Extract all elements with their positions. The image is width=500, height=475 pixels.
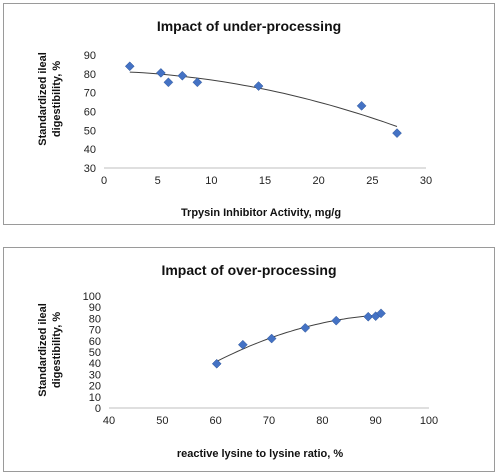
data-point — [376, 308, 386, 319]
x-axis-label: Trpysin Inhibitor Activity, mg/g — [181, 207, 341, 219]
x-tick-label: 80 — [316, 415, 328, 427]
y-tick-label: 100 — [83, 291, 101, 303]
data-point — [331, 315, 342, 326]
data-point — [124, 61, 135, 72]
data-point — [300, 323, 311, 333]
x-tick-label: 5 — [155, 175, 161, 187]
y-tick-label: 40 — [89, 358, 101, 370]
x-tick-label: 20 — [313, 175, 325, 187]
data-point — [266, 333, 277, 344]
chart-over-processing: Impact of over-processing reactive lysin… — [37, 262, 438, 460]
data-point — [163, 77, 174, 88]
x-tick-label: 25 — [366, 175, 378, 187]
data-point — [211, 358, 222, 369]
x-tick-label: 60 — [210, 415, 222, 427]
y-tick-label: 10 — [89, 392, 101, 404]
y-tick-label: 90 — [84, 50, 96, 62]
y-tick-label: 80 — [84, 69, 96, 81]
y-tick-label: 30 — [89, 369, 101, 381]
data-point — [392, 128, 402, 139]
y-axis-label-line-2: digestibility, % — [51, 312, 63, 388]
y-tick-label: 80 — [89, 313, 101, 325]
trendline — [129, 71, 398, 127]
x-tick-label: 30 — [420, 175, 432, 187]
y-tick-label: 30 — [84, 163, 96, 175]
data-point — [238, 339, 248, 350]
y-axis-label-line-2: digestibility, % — [51, 61, 63, 137]
y-tick-label: 90 — [89, 302, 101, 314]
data-point — [253, 81, 264, 91]
chart-panel-under-processing: Impact of under-processing Trpysin Inhib… — [3, 3, 495, 225]
data-point — [177, 70, 188, 81]
data-point — [192, 77, 203, 88]
y-tick-label: 50 — [84, 125, 96, 137]
y-axis-label: Standardized ileal digestibility, % — [37, 303, 63, 397]
y-tick-label: 50 — [89, 347, 101, 359]
x-tick-label: 40 — [103, 415, 115, 427]
x-axis-label: reactive lysine to lysine ratio, % — [177, 448, 344, 460]
y-tick-label: 0 — [95, 403, 101, 415]
x-tick-label: 100 — [420, 415, 438, 427]
chart-under-processing: Impact of under-processing Trpysin Inhib… — [37, 18, 432, 219]
y-axis-label-line-1: Standardized ileal — [37, 52, 49, 146]
data-point — [356, 100, 367, 111]
y-axis-label: Standardized ileal digestibility, % — [37, 52, 63, 146]
data-point — [363, 311, 374, 322]
y-tick-label: 70 — [89, 325, 101, 337]
y-tick-label: 20 — [89, 381, 101, 393]
x-tick-label: 70 — [263, 415, 275, 427]
data-point — [156, 68, 166, 78]
x-tick-label: 15 — [259, 175, 271, 187]
x-tick-label: 90 — [370, 415, 382, 427]
y-tick-label: 60 — [84, 107, 96, 119]
x-tick-label: 10 — [205, 175, 217, 187]
x-tick-label: 50 — [156, 415, 168, 427]
trendline — [216, 314, 382, 362]
chart-title: Impact of under-processing — [157, 18, 341, 34]
x-tick-label: 0 — [101, 175, 107, 187]
y-tick-label: 60 — [89, 336, 101, 348]
y-axis-label-line-1: Standardized ileal — [37, 303, 49, 397]
chart-title: Impact of over-processing — [161, 262, 336, 278]
chart-panel-over-processing: Impact of over-processing reactive lysin… — [3, 247, 495, 472]
y-tick-label: 40 — [84, 144, 96, 156]
y-tick-label: 70 — [84, 88, 96, 100]
